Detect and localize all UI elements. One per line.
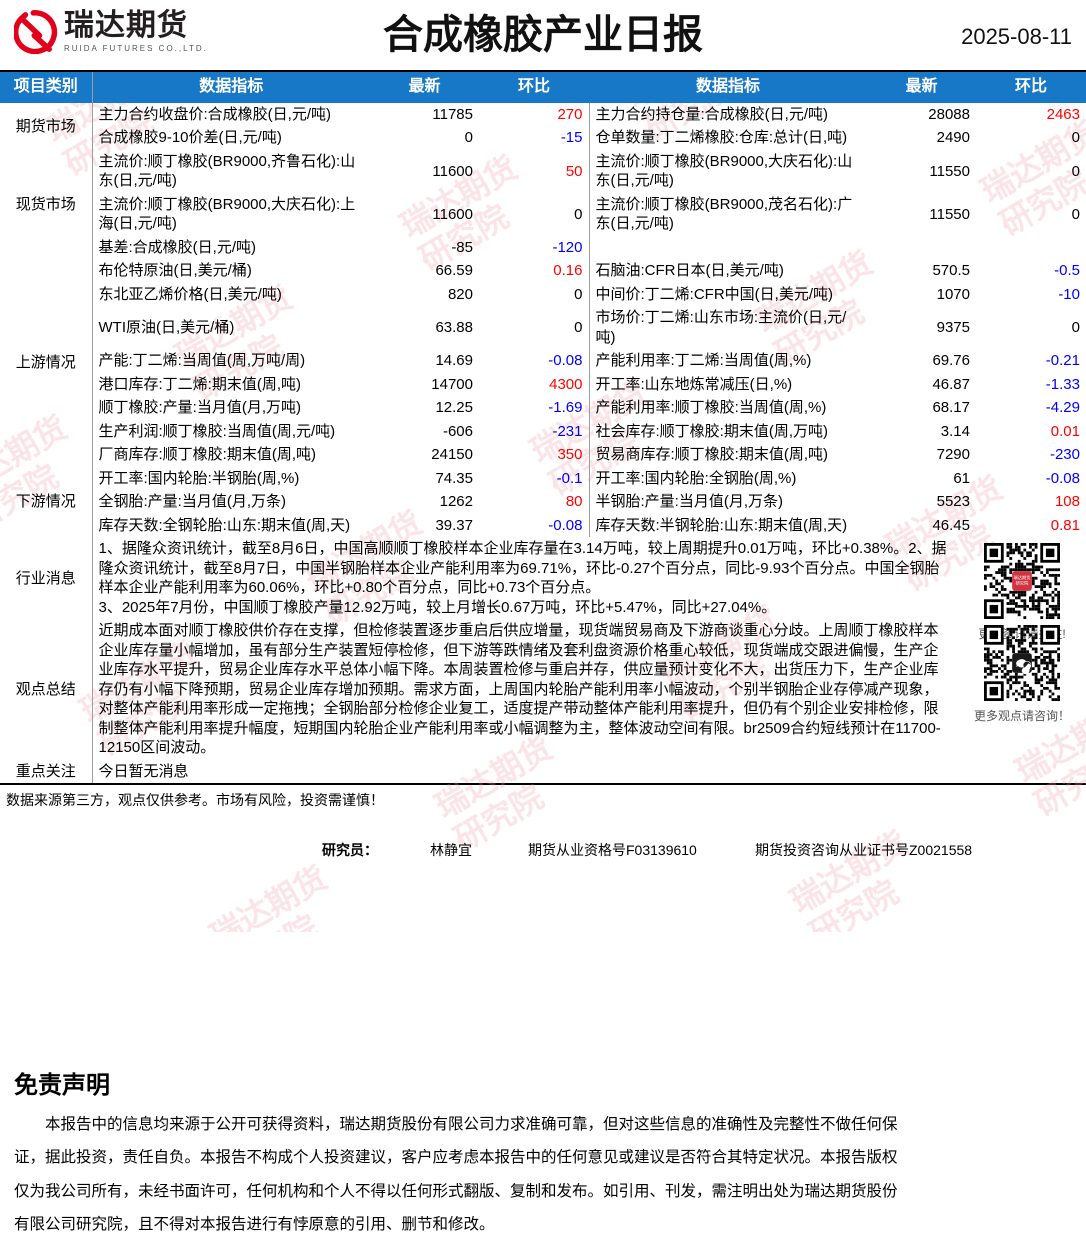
svg-text:研究院: 研究院 — [1016, 580, 1029, 587]
